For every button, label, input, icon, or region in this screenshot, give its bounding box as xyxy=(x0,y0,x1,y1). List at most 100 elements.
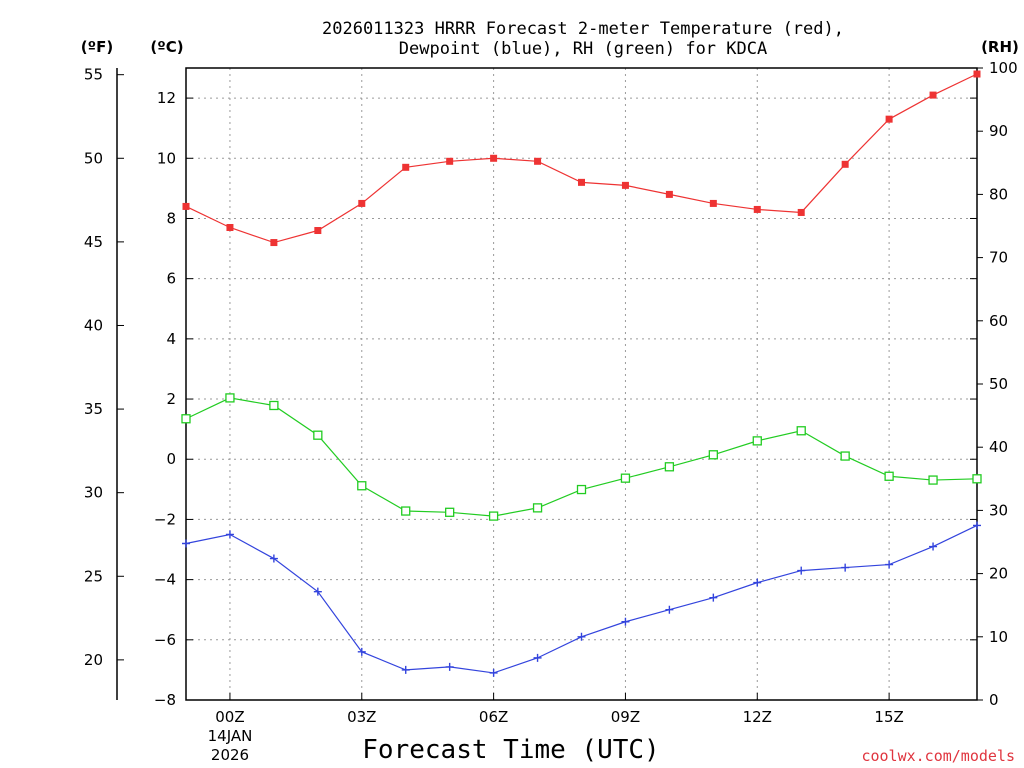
data-point-temperature xyxy=(841,160,849,168)
celsius-tick-label: −2 xyxy=(154,510,176,528)
data-point-temperature xyxy=(226,224,234,232)
fahrenheit-tick-label: 20 xyxy=(84,651,103,669)
data-point-dewpoint xyxy=(313,587,322,596)
chart-title-line1: 2026011323 HRRR Forecast 2-meter Tempera… xyxy=(322,19,844,39)
data-point-rh xyxy=(840,451,850,461)
fahrenheit-tick-label: 25 xyxy=(84,567,103,585)
data-point-dewpoint xyxy=(621,617,630,626)
data-point-rh xyxy=(313,430,323,440)
data-point-rh xyxy=(401,506,411,516)
data-point-dewpoint xyxy=(182,539,190,548)
data-point-rh xyxy=(972,474,982,484)
data-point-temperature xyxy=(797,208,805,216)
plot-frame xyxy=(185,67,978,701)
celsius-tick-label: 10 xyxy=(157,149,176,167)
data-point-dewpoint xyxy=(797,566,806,575)
data-point-temperature xyxy=(270,239,278,247)
data-point-temperature xyxy=(665,190,673,198)
data-point-temperature xyxy=(578,178,585,186)
celsius-tick-label: 0 xyxy=(166,450,176,468)
data-point-dewpoint xyxy=(401,665,410,674)
celsius-tick-label: 4 xyxy=(166,330,176,348)
data-point-rh xyxy=(445,507,455,517)
data-point-rh xyxy=(269,400,279,411)
celsius-tick-label: −4 xyxy=(154,571,176,589)
rh-tick-label: 40 xyxy=(989,438,1008,456)
data-point-rh xyxy=(181,414,191,424)
data-point-rh xyxy=(664,462,675,472)
data-point-rh xyxy=(620,473,631,483)
data-point-dewpoint xyxy=(577,632,586,641)
data-point-rh xyxy=(752,436,762,446)
fahrenheit-tick-label: 35 xyxy=(84,400,103,418)
data-point-temperature xyxy=(885,115,893,123)
credit-text: coolwx.com/models xyxy=(861,747,1015,765)
data-point-rh xyxy=(576,484,587,495)
data-point-temperature xyxy=(182,202,190,210)
date-label-day: 14JAN xyxy=(208,727,253,745)
celsius-tick-label: 6 xyxy=(166,270,176,288)
rh-tick-label: 30 xyxy=(989,501,1008,519)
data-point-temperature xyxy=(314,227,322,235)
data-point-dewpoint xyxy=(929,542,938,551)
data-point-rh xyxy=(532,503,543,513)
series-line-dewpoint xyxy=(185,524,978,674)
data-point-dewpoint xyxy=(225,530,234,539)
rh-tick-label: 100 xyxy=(989,59,1018,77)
series-dewpoint xyxy=(182,521,981,677)
data-point-temperature xyxy=(973,70,981,78)
fahrenheit-tick-label: 45 xyxy=(84,233,103,251)
data-point-temperature xyxy=(621,181,629,189)
data-point-temperature xyxy=(358,199,366,207)
data-point-temperature xyxy=(490,154,498,162)
data-point-dewpoint xyxy=(533,653,542,662)
celsius-tick-label: 12 xyxy=(157,89,176,107)
data-point-temperature xyxy=(446,157,454,165)
x-tick-label: 09Z xyxy=(611,708,640,726)
axes: −8 −6 −4 −2 0 2 4 6 8 10 12 20 25 30 35 40 45 50 55 0 10 20 30… xyxy=(84,59,1018,726)
rh-tick-label: 50 xyxy=(989,375,1008,393)
data-point-dewpoint xyxy=(269,554,278,563)
series-temperature xyxy=(182,70,981,247)
fahrenheit-tick-label: 55 xyxy=(84,66,103,84)
x-tick-label: 00Z xyxy=(215,708,244,726)
grid xyxy=(186,68,977,701)
celsius-tick-label: 2 xyxy=(166,390,176,408)
rh-tick-label: 70 xyxy=(989,249,1008,267)
series-line-rh xyxy=(185,397,978,517)
fahrenheit-tick-label: 50 xyxy=(84,149,103,167)
rh-tick-label: 90 xyxy=(989,122,1008,140)
x-tick-label: 03Z xyxy=(347,708,376,726)
celsius-tick-label: −8 xyxy=(154,691,176,709)
rh-tick-label: 80 xyxy=(989,185,1008,203)
celsius-tick-label: −6 xyxy=(154,631,176,649)
fahrenheit-tick-label: 30 xyxy=(84,484,103,502)
celsius-tick-label: 8 xyxy=(166,209,176,227)
celsius-axis-label: (ºC) xyxy=(150,38,183,56)
data-point-rh xyxy=(488,511,499,521)
rh-tick-label: 0 xyxy=(989,691,999,709)
series xyxy=(181,70,982,677)
data-point-dewpoint xyxy=(357,647,366,656)
data-point-dewpoint xyxy=(841,563,850,572)
date-label-year: 2026 xyxy=(211,746,249,764)
data-point-rh xyxy=(225,393,235,403)
data-point-temperature xyxy=(534,157,542,165)
data-point-rh xyxy=(928,475,938,485)
data-point-dewpoint xyxy=(489,668,498,677)
data-point-rh xyxy=(708,450,718,460)
rh-tick-label: 60 xyxy=(989,312,1008,330)
rh-axis-label: (RH) xyxy=(981,38,1019,56)
data-point-dewpoint xyxy=(753,578,762,587)
data-point-rh xyxy=(357,481,367,491)
data-point-temperature xyxy=(929,91,937,99)
data-point-dewpoint xyxy=(665,605,674,614)
chart-title-line2: Dewpoint (blue), RH (green) for KDCA xyxy=(399,39,767,59)
data-point-rh xyxy=(796,426,806,436)
data-point-dewpoint xyxy=(445,662,454,671)
data-point-temperature xyxy=(709,199,717,207)
data-point-dewpoint xyxy=(973,521,981,530)
x-axis-title: Forecast Time (UTC) xyxy=(362,735,659,765)
rh-tick-label: 10 xyxy=(989,628,1008,646)
